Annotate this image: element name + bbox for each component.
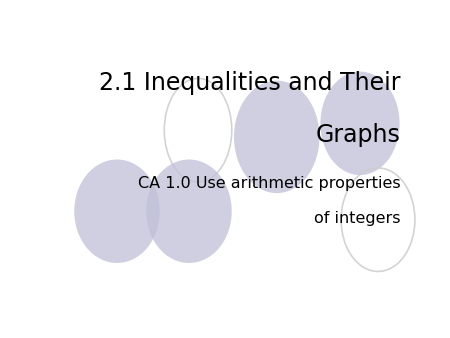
Text: Graphs: Graphs bbox=[315, 123, 400, 147]
Ellipse shape bbox=[74, 160, 160, 263]
Ellipse shape bbox=[320, 72, 400, 175]
Ellipse shape bbox=[146, 160, 232, 263]
Text: of integers: of integers bbox=[314, 212, 400, 226]
Text: 2.1 Inequalities and Their: 2.1 Inequalities and Their bbox=[99, 71, 400, 95]
Ellipse shape bbox=[234, 81, 320, 193]
Text: CA 1.0 Use arithmetic properties: CA 1.0 Use arithmetic properties bbox=[138, 176, 400, 191]
